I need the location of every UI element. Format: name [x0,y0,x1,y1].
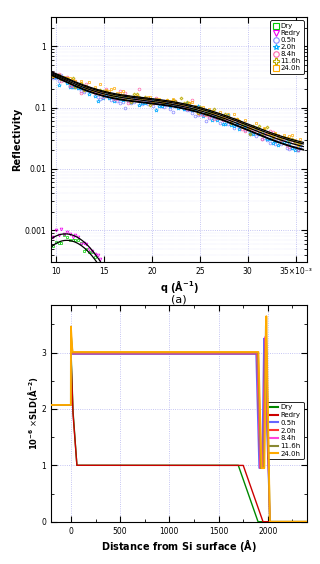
Legend: Dry, Redry, 0.5h, 2.0h, 8.4h, 11.6h, 24.0h: Dry, Redry, 0.5h, 2.0h, 8.4h, 11.6h, 24.… [267,402,304,460]
Text: (a): (a) [172,294,187,304]
X-axis label: Distance from Si surface ($\mathregular{\AA}$): Distance from Si surface ($\mathregular{… [101,537,257,554]
Y-axis label: Reflectivity: Reflectivity [12,108,22,171]
Y-axis label: $\mathregular{10^{-6}}$ $\times$SLD($\mathregular{\AA^{-2}}$): $\mathregular{10^{-6}}$ $\times$SLD($\ma… [26,376,40,450]
X-axis label: q ($\mathregular{\AA^{-1}}$): q ($\mathregular{\AA^{-1}}$) [160,277,199,294]
Legend: Dry, Redry, 0.5h, 2.0h, 8.4h, 11.6h, 24.0h: Dry, Redry, 0.5h, 2.0h, 8.4h, 11.6h, 24.… [270,20,304,74]
